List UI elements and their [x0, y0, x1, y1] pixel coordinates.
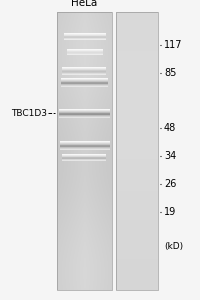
Text: (kD): (kD) [163, 242, 182, 251]
Text: 19: 19 [163, 207, 175, 217]
Bar [57, 12, 111, 290]
Text: 34: 34 [163, 151, 175, 161]
Text: 85: 85 [163, 68, 175, 78]
Bar [115, 12, 157, 290]
Text: 48: 48 [163, 123, 175, 133]
Text: 117: 117 [163, 40, 182, 50]
Text: TBC1D3: TBC1D3 [11, 109, 47, 118]
Text: HeLa: HeLa [71, 0, 97, 8]
Text: 26: 26 [163, 179, 175, 189]
